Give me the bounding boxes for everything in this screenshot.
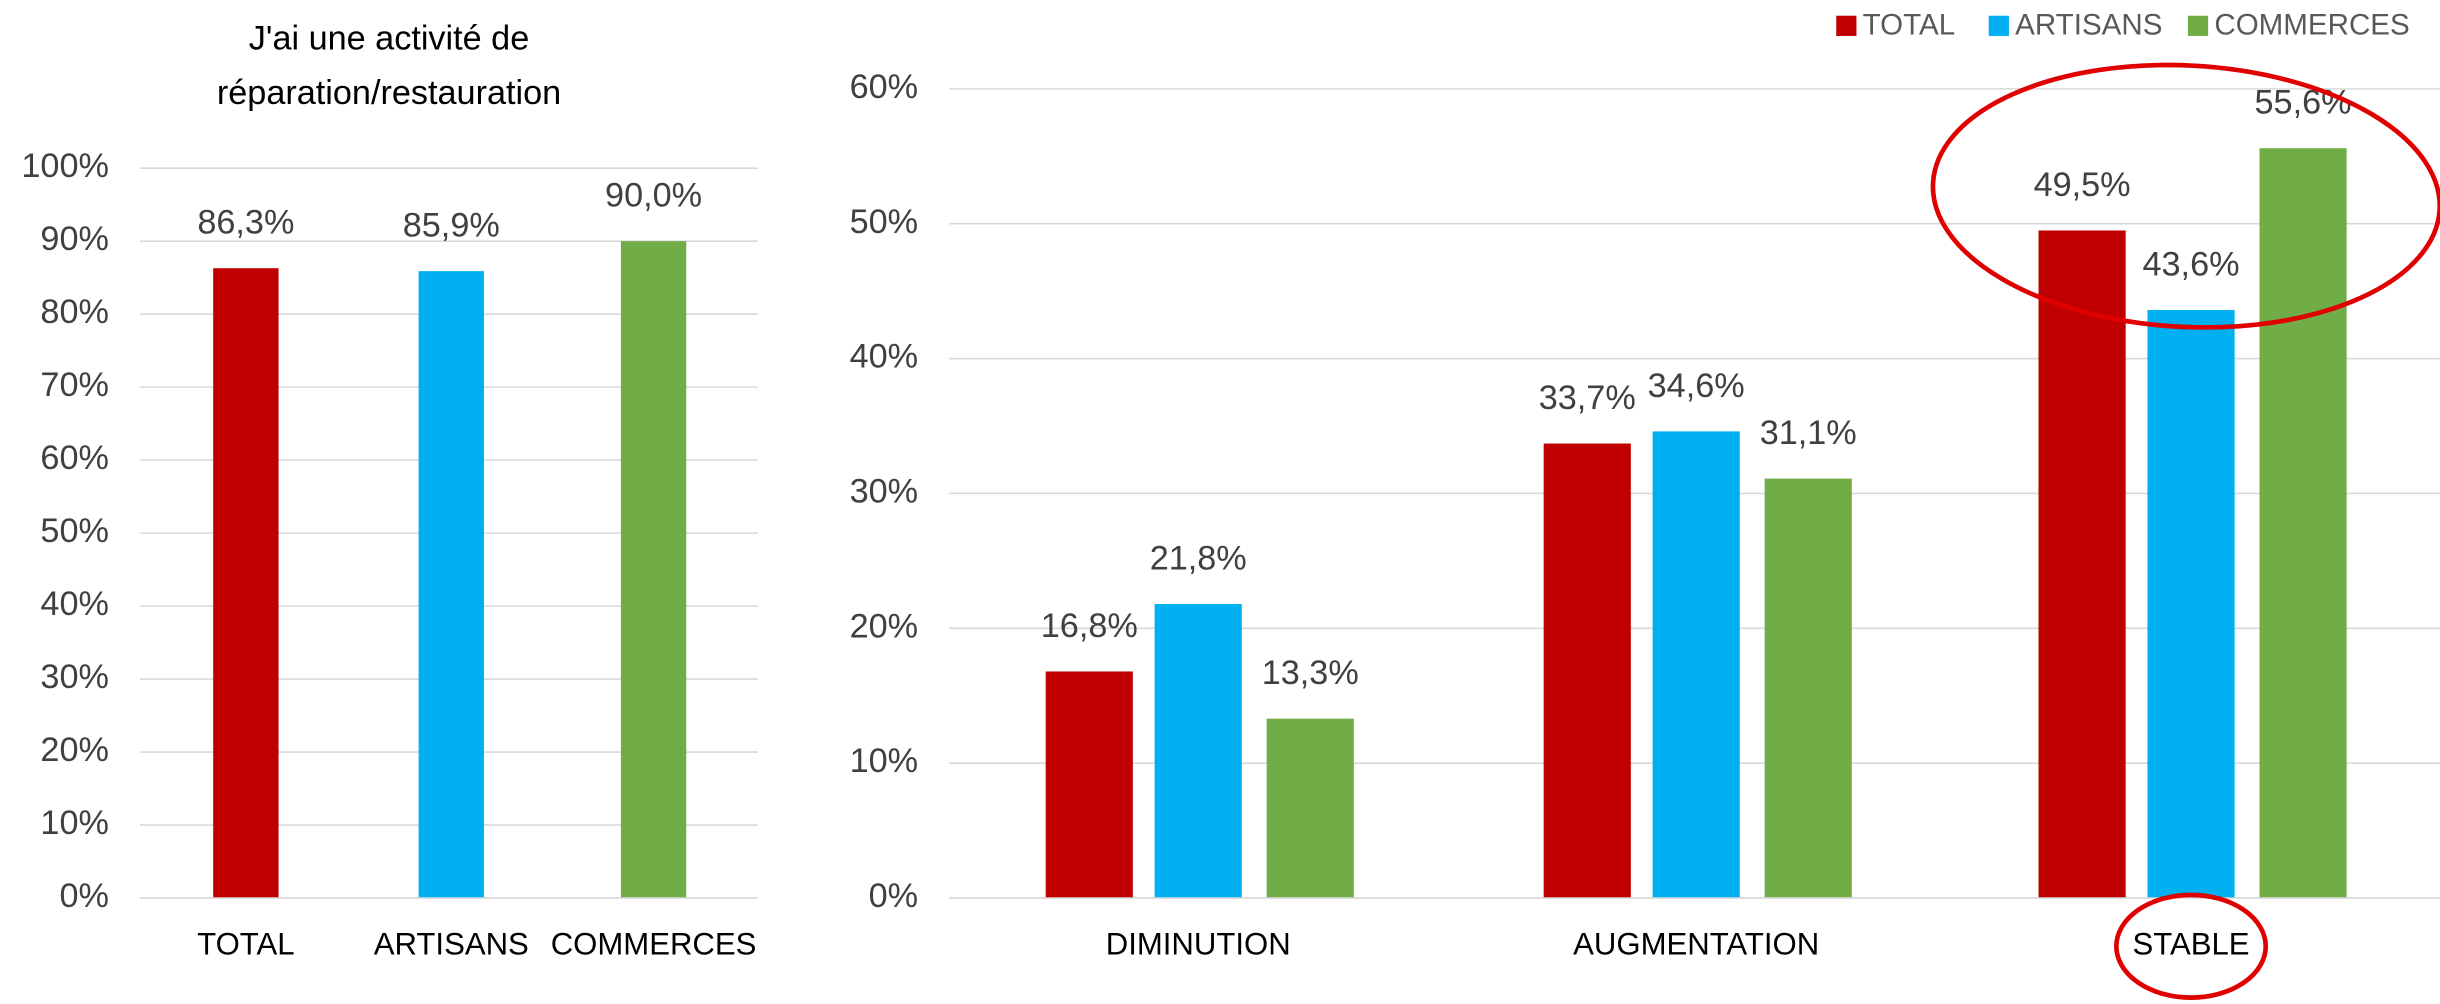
bar [1543,443,1631,899]
legend-label: COMMERCES [2214,8,2409,41]
data-label: 13,3% [1262,654,1359,692]
bar [1266,718,1354,899]
y-tick-label: 0% [59,877,108,915]
bar [418,271,484,899]
bar [213,268,279,899]
data-label: 55,6% [2255,84,2352,122]
highlight-ellipse [2113,892,2269,1000]
bar [2259,148,2347,899]
chart-title: réparation/restauration [217,74,561,112]
y-tick-label: 10% [40,804,109,842]
y-tick-label: 60% [850,68,919,106]
y-tick-label: 40% [850,338,919,376]
bar [1652,431,1740,899]
data-label: 43,6% [2143,246,2240,284]
bar [620,241,687,899]
y-tick-label: 90% [40,220,109,258]
chart-title: J'ai une activité de [249,20,529,58]
y-tick-label: 30% [850,472,919,510]
x-tick-label: TOTAL [197,926,294,961]
x-tick-label: DIMINUTION [1106,926,1291,961]
y-tick-label: 60% [40,439,109,477]
data-label: 86,3% [197,204,294,242]
data-label: 90,0% [605,177,702,215]
y-tick-label: 20% [850,607,919,645]
y-tick-label: 70% [40,366,109,404]
data-label: 16,8% [1041,607,1138,645]
data-label: 31,1% [1760,414,1857,452]
y-tick-label: 40% [40,585,109,623]
data-label: 85,9% [403,207,500,245]
legend-swatch [1988,15,2009,36]
legend-label: TOTAL [1863,8,1956,41]
y-tick-label: 10% [850,742,919,780]
data-label: 33,7% [1539,379,1636,417]
y-tick-label: 50% [850,203,919,241]
y-tick-label: 0% [869,877,918,915]
legend-swatch [2187,15,2209,36]
x-tick-label: COMMERCES [551,926,757,961]
legend-label: ARTISANS [2015,8,2162,41]
x-tick-label: STABLE [2133,926,2250,961]
data-label: 34,6% [1648,367,1745,405]
y-tick-label: 80% [40,293,109,331]
bar [1154,604,1242,899]
data-label: 21,8% [1150,540,1247,578]
bar [2147,310,2235,899]
y-tick-label: 100% [21,147,109,185]
bar [1764,478,1852,899]
bar [2038,230,2126,899]
bar [1045,671,1133,899]
y-tick-label: 30% [40,658,109,696]
y-tick-label: 20% [40,731,109,769]
x-tick-label: AUGMENTATION [1573,926,1819,961]
x-tick-label: ARTISANS [374,926,529,961]
highlight-ellipse [1930,62,2440,330]
y-tick-label: 50% [40,512,109,550]
legend-swatch [1836,15,1857,36]
data-label: 49,5% [2034,166,2131,204]
